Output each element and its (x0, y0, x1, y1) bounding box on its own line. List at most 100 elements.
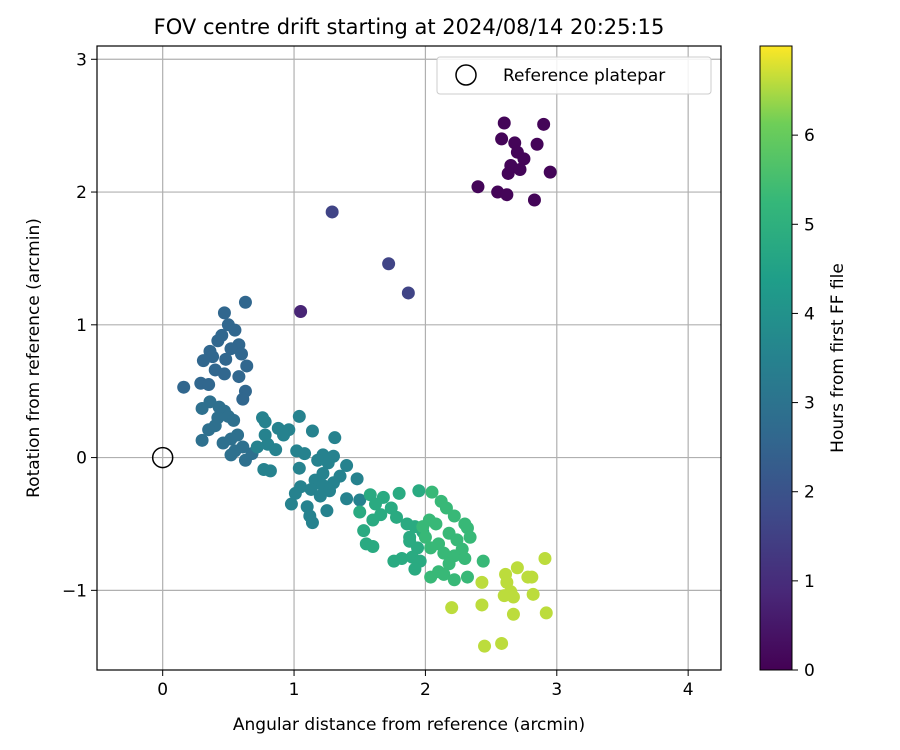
data-point (539, 606, 553, 620)
grid-lines (97, 46, 721, 670)
x-tick-label: 1 (289, 680, 300, 700)
x-axis-label: Angular distance from reference (arcmin) (233, 715, 585, 735)
colorbar: 0 1 2 3 4 5 6 Hours from first FF file (759, 45, 848, 681)
data-point (195, 433, 209, 447)
data-point (269, 443, 283, 457)
data-point (501, 166, 515, 180)
data-point (235, 347, 249, 361)
data-points (177, 116, 557, 653)
data-point (401, 286, 415, 300)
colorbar-tick-label: 6 (804, 126, 815, 146)
y-tick-label: 1 (76, 316, 87, 336)
data-point (517, 152, 531, 166)
data-point (224, 448, 238, 462)
x-tick-label: 0 (157, 680, 168, 700)
data-point (382, 257, 396, 271)
data-point (216, 436, 230, 450)
data-point (463, 530, 477, 544)
x-tick-label: 3 (551, 680, 562, 700)
data-point (471, 180, 485, 194)
colorbar-tick-label: 4 (804, 304, 815, 324)
data-point (350, 472, 364, 486)
data-point (211, 334, 225, 348)
y-tick-label: −1 (62, 581, 87, 601)
data-point (369, 497, 383, 511)
data-point (228, 323, 242, 337)
data-point (437, 546, 451, 560)
data-point (543, 165, 557, 179)
data-point (495, 636, 509, 650)
data-point (500, 188, 514, 202)
x-tick-label: 4 (683, 680, 694, 700)
data-point (284, 497, 298, 511)
data-point (292, 461, 306, 475)
data-point (304, 482, 318, 496)
data-point (447, 573, 461, 587)
data-point (195, 401, 209, 415)
plot-frame (96, 45, 722, 671)
data-point (277, 428, 291, 442)
colorbar-gradient (759, 45, 793, 671)
y-tick-label: 3 (76, 50, 87, 70)
data-point (366, 513, 380, 527)
data-point (328, 431, 342, 445)
data-point (538, 551, 552, 565)
y-axis-ticks: −1 0 1 2 3 (62, 50, 97, 601)
data-point (418, 530, 432, 544)
data-point (506, 607, 520, 621)
data-point (366, 540, 380, 554)
legend-entry: Reference platepar (503, 66, 665, 86)
data-point (288, 486, 302, 500)
y-tick-label: 2 (76, 183, 87, 203)
data-point (236, 392, 250, 406)
data-point (292, 409, 306, 423)
data-point (527, 193, 541, 207)
data-point (412, 484, 426, 498)
data-point (320, 504, 334, 518)
data-point (311, 453, 325, 467)
colorbar-tick-label: 1 (804, 572, 815, 592)
data-point (353, 505, 367, 519)
data-point (217, 306, 231, 320)
data-point (240, 359, 254, 373)
data-point (298, 447, 312, 461)
data-point (416, 520, 430, 534)
data-point (447, 509, 461, 523)
data-point (458, 551, 472, 565)
y-tick-label: 0 (76, 449, 87, 469)
data-point (495, 132, 509, 146)
data-point (460, 570, 474, 584)
data-point (340, 459, 354, 473)
data-point (425, 485, 439, 499)
legend-box (436, 56, 712, 95)
legend-marker-icon (455, 64, 477, 86)
data-point (340, 492, 354, 506)
data-point (530, 137, 544, 151)
colorbar-tick-label: 2 (804, 483, 815, 503)
data-point (445, 601, 459, 615)
chart-title: FOV centre drift starting at 2024/08/14 … (154, 15, 665, 39)
data-point (305, 516, 319, 530)
x-tick-label: 2 (420, 680, 431, 700)
colorbar-label: Hours from first FF file (828, 263, 848, 453)
reference-marker (151, 446, 174, 469)
data-point (313, 489, 327, 503)
data-point (357, 524, 371, 538)
data-point (513, 162, 527, 176)
colorbar-tick-label: 5 (804, 215, 815, 235)
data-point (217, 367, 231, 381)
data-point (408, 562, 422, 576)
data-point (258, 415, 272, 429)
data-point (353, 493, 367, 507)
data-point (475, 598, 489, 612)
colorbar-tick-label: 0 (804, 661, 815, 681)
data-point (250, 440, 264, 454)
data-point (219, 352, 233, 366)
data-point (196, 354, 210, 368)
data-point (392, 486, 406, 500)
data-point (387, 554, 401, 568)
data-point (202, 378, 216, 392)
data-point (510, 561, 524, 575)
data-point (227, 413, 241, 427)
